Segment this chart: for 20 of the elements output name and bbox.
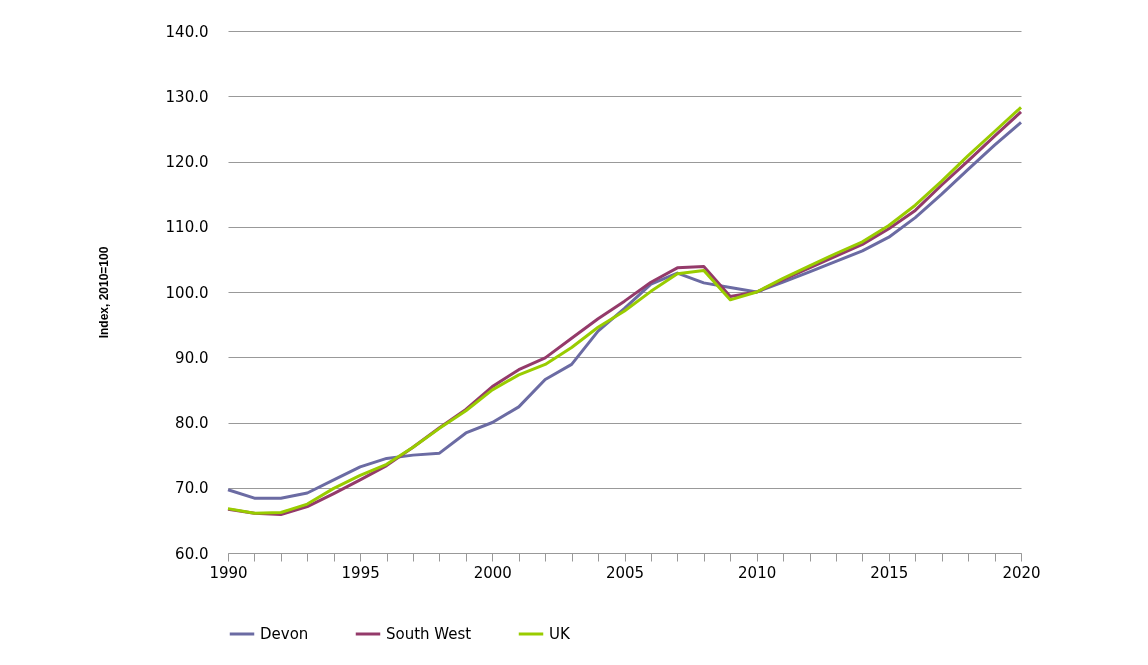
y-tick-label: 90.0	[175, 348, 209, 367]
x-tick-label: 2010	[738, 563, 777, 582]
y-axis-title: Index, 2010=100	[96, 246, 111, 339]
y-tick-label: 100.0	[165, 283, 209, 302]
legend-label: UK	[549, 625, 571, 643]
y-tick-label: 70.0	[175, 479, 209, 498]
x-tick-label: 2020	[1002, 563, 1041, 582]
y-tick-label: 60.0	[175, 544, 209, 563]
y-tick-label: 110.0	[165, 218, 209, 237]
legend-label: Devon	[260, 625, 309, 643]
y-tick-label: 130.0	[165, 87, 209, 106]
x-tick-label: 2005	[605, 563, 645, 582]
y-tick-label: 140.0	[165, 22, 209, 41]
x-tick-label: 2015	[870, 563, 909, 582]
x-tick-label: 1995	[341, 563, 380, 582]
y-tick-label: 80.0	[175, 414, 209, 432]
x-tick-label: 1990	[209, 563, 248, 582]
legend-label: South West	[386, 625, 472, 643]
y-tick-label: 120.0	[165, 153, 209, 171]
x-tick-label: 2000	[473, 563, 512, 582]
